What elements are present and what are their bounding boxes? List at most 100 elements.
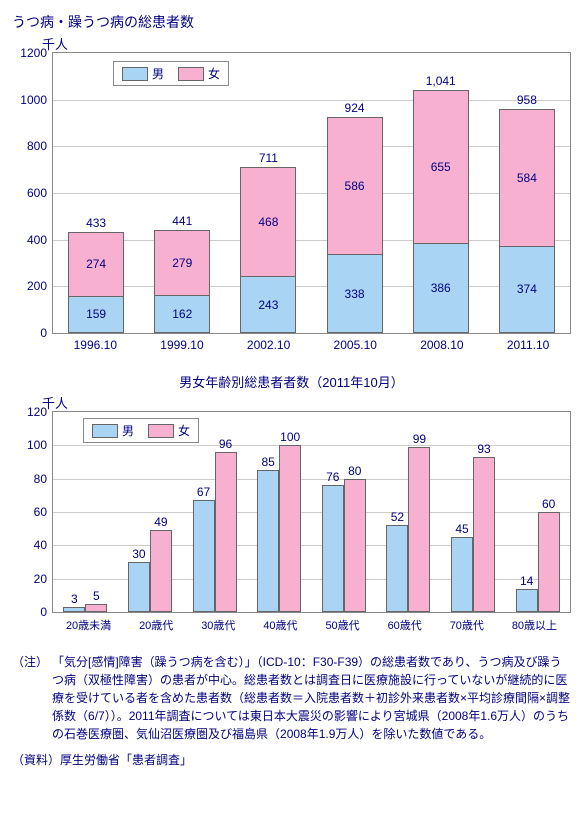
y-tick: 0 (40, 326, 47, 340)
bar-value: 30 (132, 547, 145, 561)
bar-value: 374 (517, 282, 537, 296)
legend-item-male: 男 (92, 422, 134, 439)
footnote-label: （注） (12, 653, 48, 743)
y-tick: 20 (34, 572, 47, 586)
bar-value: 67 (197, 485, 210, 499)
legend-item-female: 女 (178, 65, 220, 82)
bar-male: 374 (499, 246, 555, 333)
chart1-title: うつ病・躁うつ病の総患者数 (12, 12, 571, 32)
bar-value: 3 (71, 592, 78, 606)
y-tick: 1200 (20, 46, 47, 60)
legend-swatch (92, 424, 118, 438)
bar-female: 80 (344, 479, 366, 612)
x-label: 1999.10 (160, 338, 203, 352)
bar-value: 279 (172, 256, 192, 270)
bar-value: 80 (348, 464, 361, 478)
chart2: 千人 020406080100120男女35304967968510076805… (52, 411, 571, 633)
bar-value: 584 (517, 171, 537, 185)
x-label: 80歳以上 (512, 617, 557, 633)
bar-total: 924 (345, 101, 365, 115)
legend-swatch (178, 67, 204, 81)
bar-female: 655 (413, 90, 469, 243)
y-tick: 80 (34, 472, 47, 486)
bar-value: 159 (86, 307, 106, 321)
bar-value: 52 (391, 510, 404, 524)
footnote: （注） 「気分[感情]障害（躁うつ病を含む）」（ICD-10：F30-F39）の… (12, 653, 571, 743)
y-tick: 40 (34, 538, 47, 552)
bar-female: 100 (279, 445, 301, 612)
footnote-body: 「気分[感情]障害（躁うつ病を含む）」（ICD-10：F30-F39）の総患者数… (52, 653, 571, 743)
bar-female: 274 (68, 232, 124, 296)
bar-value: 5 (93, 589, 100, 603)
bar-group: 4593 (451, 457, 495, 612)
bar-male: 162 (154, 295, 210, 333)
y-tick: 800 (27, 139, 47, 153)
bar-total: 433 (86, 216, 106, 230)
chart1-plot: 020040060080010001200男女15927443316227944… (52, 52, 571, 334)
y-tick: 400 (27, 233, 47, 247)
bar-female: 468 (240, 167, 296, 276)
chart1-x-labels: 1996.101999.102002.102005.102008.102011.… (52, 338, 571, 352)
bar-value: 162 (172, 307, 192, 321)
bar-total: 441 (172, 214, 192, 228)
bar-male: 159 (68, 296, 124, 333)
bar-female: 96 (215, 452, 237, 612)
y-tick: 60 (34, 505, 47, 519)
bar-male: 52 (386, 525, 408, 612)
bar-male: 45 (451, 537, 473, 612)
bar-group: 85100 (257, 445, 301, 612)
bar-value: 274 (86, 257, 106, 271)
x-label: 40歳代 (263, 617, 297, 633)
legend-item-male: 男 (122, 65, 164, 82)
x-label: 2008.10 (420, 338, 463, 352)
chart2-title: 男女年齢別総患者者数（2011年10月） (12, 372, 571, 391)
x-label: 1996.10 (74, 338, 117, 352)
bar-value: 60 (542, 497, 555, 511)
bar-value: 468 (258, 215, 278, 229)
legend-swatch (122, 67, 148, 81)
bar-female: 99 (408, 447, 430, 612)
bar-group: 374584958 (499, 109, 555, 333)
bar-female: 5 (85, 604, 107, 612)
bar-value: 85 (262, 455, 275, 469)
bar-value: 96 (219, 437, 232, 451)
bar-male: 386 (413, 243, 469, 333)
bar-male: 76 (322, 485, 344, 612)
bar-group: 67 96 (193, 452, 237, 612)
y-tick: 200 (27, 279, 47, 293)
bar-male: 243 (240, 276, 296, 333)
bar-value: 586 (345, 179, 365, 193)
bar-group: 159274433 (68, 232, 124, 333)
bar-value: 386 (431, 281, 451, 295)
bar-value: 49 (154, 515, 167, 529)
y-tick: 100 (27, 438, 47, 452)
bar-male: 14 (516, 589, 538, 612)
bar-female: 49 (150, 530, 172, 612)
x-label: 2002.10 (247, 338, 290, 352)
y-tick: 0 (40, 605, 47, 619)
bar-total: 711 (259, 151, 278, 165)
legend-label: 男 (152, 65, 164, 82)
bar-value: 14 (520, 574, 533, 588)
legend-label: 女 (178, 422, 190, 439)
bar-group: 162279441 (154, 230, 210, 333)
bar-value: 76 (326, 470, 339, 484)
bar-female: 279 (154, 230, 210, 295)
bar-female: 584 (499, 109, 555, 245)
bar-total: 1,041 (426, 74, 456, 88)
y-tick: 120 (27, 405, 47, 419)
bar-value: 338 (345, 287, 365, 301)
bar-group: 3866551,041 (413, 90, 469, 333)
bar-male: 85 (257, 470, 279, 612)
bar-male: 338 (327, 254, 383, 333)
bar-male: 3 (63, 607, 85, 612)
bar-female: 60 (538, 512, 560, 612)
bar-value: 243 (258, 298, 278, 312)
y-tick: 1000 (20, 93, 47, 107)
source: （資料）厚生労働省「患者調査」 (12, 751, 571, 768)
y-tick: 600 (27, 186, 47, 200)
bar-group: 30 49 (128, 530, 172, 612)
x-label: 2005.10 (334, 338, 377, 352)
bar-value: 93 (477, 442, 490, 456)
x-label: 20歳代 (139, 617, 173, 633)
